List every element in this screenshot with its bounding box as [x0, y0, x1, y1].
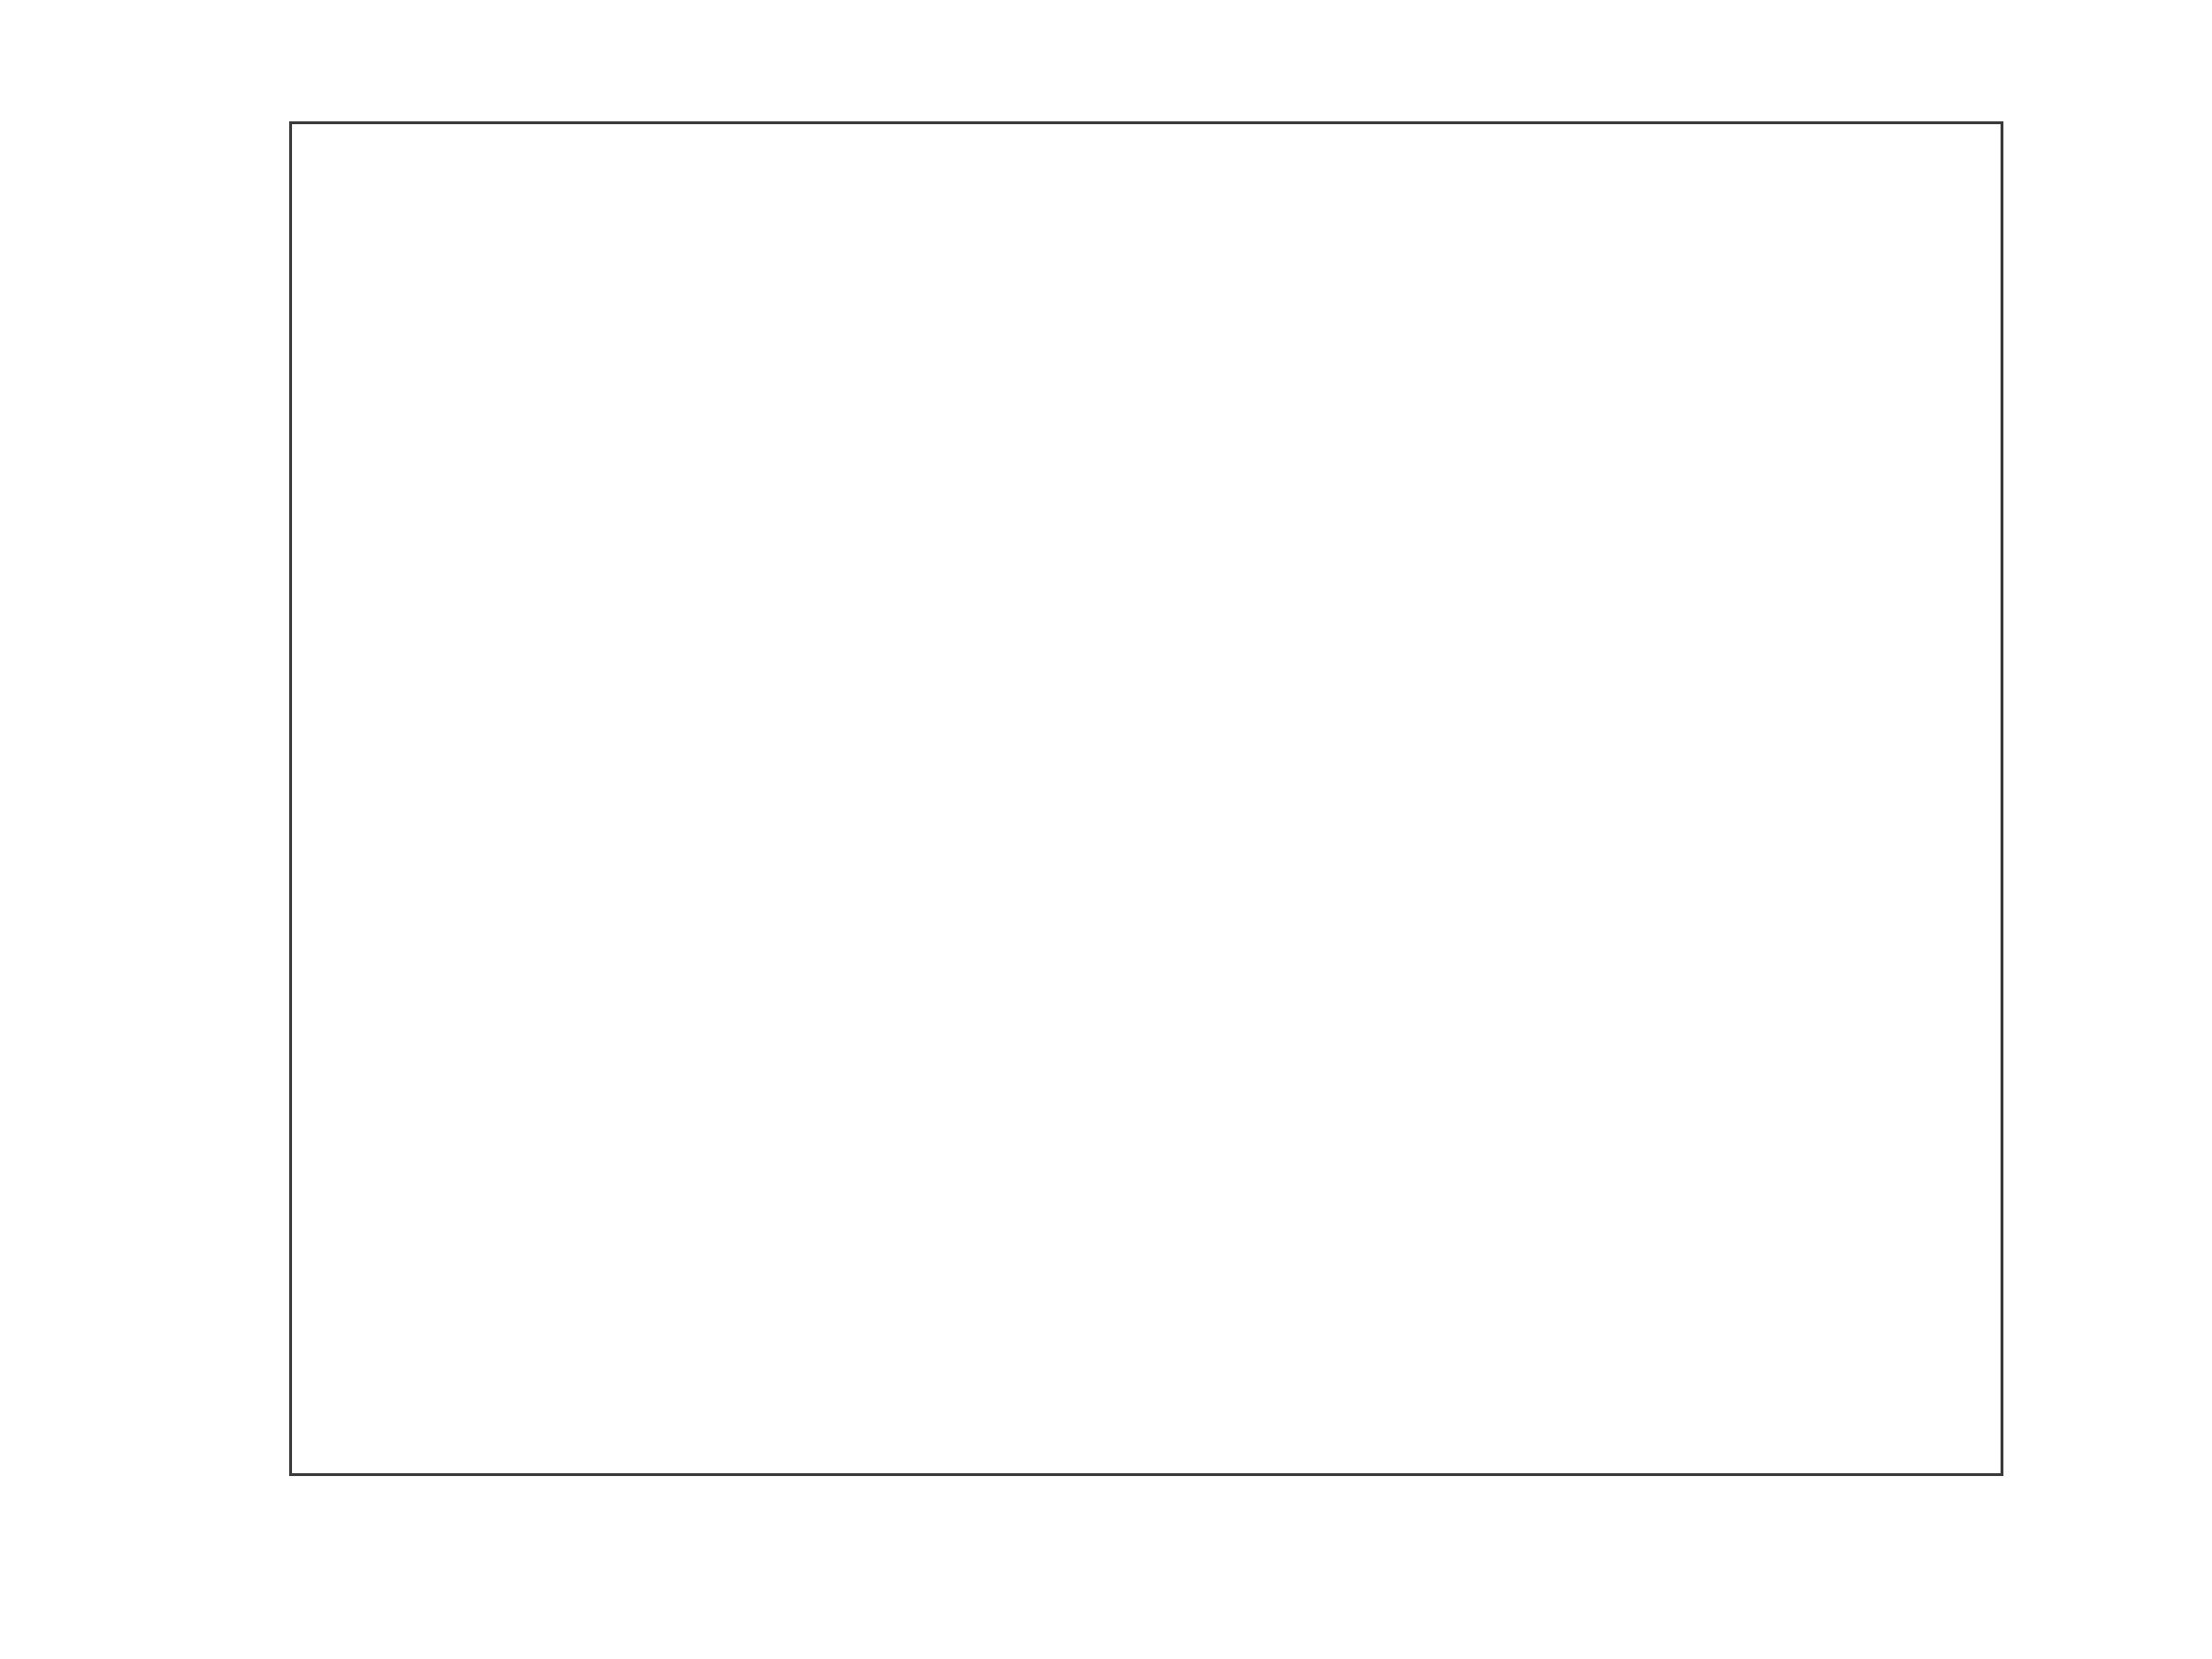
- plot-frame: [289, 121, 2003, 1476]
- waveform-canvas: [292, 124, 2001, 1473]
